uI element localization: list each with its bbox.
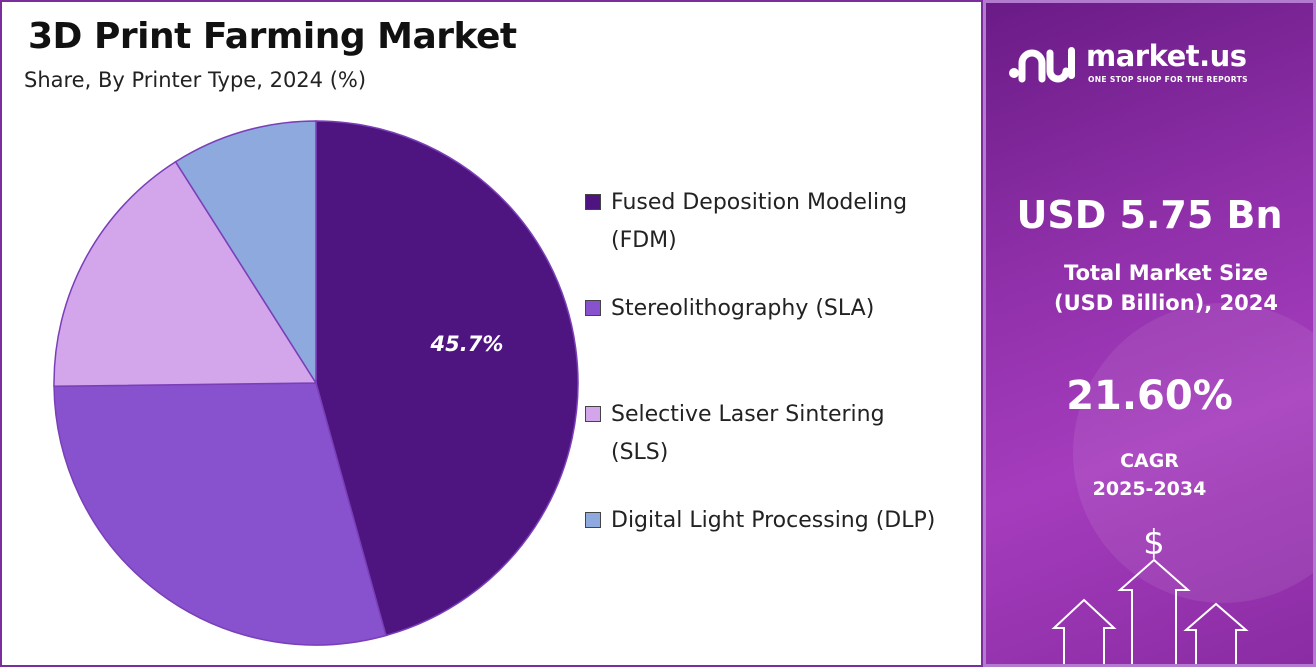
legend-swatch-fdm — [585, 194, 601, 210]
market-size-label-line1: Total Market Size — [1064, 261, 1268, 285]
growth-arrows-graphic: $ — [1051, 523, 1249, 664]
chart-panel: 3D Print Farming Market Share, By Printe… — [0, 0, 983, 667]
pie-slice-sla — [53, 382, 387, 646]
legend-item-dlp: Digital Light Processing (DLP) — [585, 502, 935, 540]
market-size-value: USD 5.75 Bn — [1016, 193, 1283, 237]
market-size-label-line2: (USD Billion), 2024 — [1053, 291, 1279, 315]
pie-slice-fdm — [315, 120, 579, 637]
legend-swatch-sls — [585, 406, 601, 422]
chart-title: 3D Print Farming Market — [28, 16, 517, 57]
up-arrow-icon — [1051, 598, 1117, 664]
legend-item-sls: Selective Laser Sintering (SLS) — [585, 396, 885, 472]
market-size-label: Total Market Size (USD Billion), 2024 — [1036, 258, 1296, 318]
legend-item-fdm: Fused Deposition Modeling (FDM) — [585, 184, 907, 260]
legend-swatch-dlp — [585, 512, 601, 528]
pie-chart: 45.7% — [53, 120, 579, 646]
legend-label-dlp-line1: Digital Light Processing (DLP) — [611, 508, 936, 533]
cagr-value: 21.60% — [1066, 373, 1233, 419]
legend-label-sla-line1: Stereolithography (SLA) — [611, 296, 875, 321]
decorative-glow — [1073, 303, 1313, 603]
chart-subtitle: Share, By Printer Type, 2024 (%) — [24, 68, 367, 92]
pie-slice-dlp — [174, 120, 317, 386]
up-arrow-icon — [1183, 602, 1249, 664]
pie-slice-sls — [53, 160, 318, 388]
pie-label-fdm: 45.7% — [430, 332, 504, 356]
summary-panel: market.us ONE STOP SHOP FOR THE REPORTS … — [983, 0, 1316, 667]
cagr-label-line1: CAGR — [1120, 450, 1179, 472]
legend-label-sls-line2: (SLS) — [611, 440, 669, 465]
cagr-label: CAGR 2025-2034 — [986, 447, 1313, 503]
legend-swatch-sla — [585, 300, 601, 316]
legend-label-fdm-line2: (FDM) — [611, 228, 677, 253]
legend-item-sla: Stereolithography (SLA) — [585, 290, 874, 328]
dollar-sign-icon: $ — [1143, 523, 1165, 563]
brand: market.us ONE STOP SHOP FOR THE REPORTS — [1008, 39, 1298, 89]
brand-tagline: ONE STOP SHOP FOR THE REPORTS — [1088, 75, 1248, 84]
market-us-logo-icon — [1009, 47, 1075, 83]
brand-name: market.us — [1086, 39, 1247, 73]
up-arrow-icon — [1117, 558, 1191, 664]
cagr-label-line2: 2025-2034 — [1092, 478, 1207, 500]
legend-label-fdm-line1: Fused Deposition Modeling — [611, 190, 908, 215]
legend-label-sls-line1: Selective Laser Sintering — [611, 402, 885, 427]
